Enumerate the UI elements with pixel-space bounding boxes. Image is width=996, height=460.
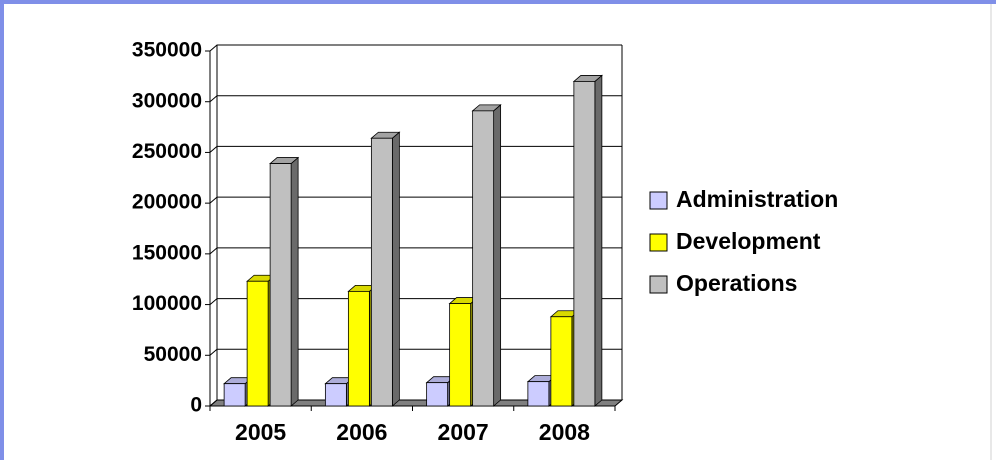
bar: [370, 131, 401, 407]
legend-label: Development: [676, 228, 821, 254]
y-tick-label: 200000: [132, 191, 202, 214]
bar-front: [527, 381, 550, 407]
y-tick-label: 50000: [144, 343, 202, 366]
back-wall: [210, 45, 622, 406]
bar: [269, 156, 300, 407]
bar-front: [269, 163, 292, 407]
x-tick-label: 2005: [235, 419, 286, 445]
bar-front: [324, 383, 347, 407]
legend-swatch: [649, 191, 668, 210]
bar-front: [246, 280, 269, 407]
legend-label: Administration: [676, 186, 838, 212]
y-tick-label: 250000: [132, 140, 202, 163]
legend-swatch: [649, 275, 668, 294]
bar-side: [290, 156, 299, 407]
bar-front: [223, 383, 246, 407]
bar-side: [493, 103, 502, 407]
bar-front: [370, 137, 393, 407]
x-tick-label: 2008: [539, 419, 590, 445]
y-tick-label: 100000: [132, 292, 202, 315]
bar-side: [391, 131, 400, 407]
y-tick-label: 0: [190, 394, 202, 417]
bar-front: [347, 290, 370, 407]
bar: [572, 74, 603, 407]
x-tick-label: 2006: [336, 419, 387, 445]
legend-label: Operations: [676, 270, 797, 296]
bar-front: [472, 110, 495, 407]
bar: [471, 103, 502, 407]
x-tick-label: 2007: [438, 419, 489, 445]
y-tick-label: 150000: [132, 241, 202, 264]
y-tick-label: 350000: [132, 39, 202, 62]
bar-front: [550, 316, 573, 407]
bar-front: [449, 303, 472, 407]
bar-side: [594, 74, 603, 407]
grid-line: [209, 95, 622, 103]
bar-front: [573, 81, 596, 407]
grid-line: [209, 44, 622, 52]
legend-swatch: [649, 233, 668, 252]
y-tick-label: 300000: [132, 89, 202, 112]
bar-front: [426, 382, 449, 407]
